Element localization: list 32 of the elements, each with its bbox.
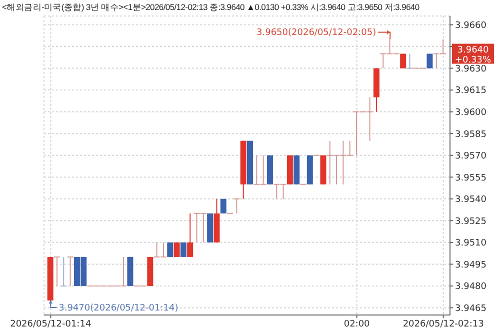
x-tick-label: 2026/05/12-01:14: [10, 319, 92, 330]
candlestick: [220, 198, 226, 214]
candlestick: [66, 256, 74, 286]
y-tick-label: 3.9630: [455, 64, 487, 74]
candlestick: [406, 53, 414, 69]
candlestick: [426, 53, 433, 69]
y-tick-label: 3.9600: [455, 108, 487, 118]
candlestick: [233, 198, 240, 214]
y-tick-label: 3.9510: [455, 238, 487, 249]
candlestick: [400, 53, 406, 69]
candlestick: [180, 242, 186, 258]
y-tick-label: 3.9585: [455, 130, 486, 140]
y-tick-label: 3.9465: [455, 304, 486, 314]
y-tick-label: 3.9495: [455, 260, 486, 270]
y-tick-label: 3.9540: [455, 195, 487, 206]
annotation: 3.9650(2026/05/12-02:05): [256, 28, 376, 38]
y-tick-label: 3.9570: [455, 152, 487, 162]
y-tick-label: 3.9660: [455, 20, 487, 31]
candlestick: [167, 242, 174, 258]
x-tick-label: 02:00: [344, 319, 370, 330]
candlestick: [53, 256, 60, 286]
candlestick: [60, 256, 68, 286]
y-tick-label: 3.9615: [455, 86, 486, 96]
y-tick-label: 3.9480: [455, 282, 487, 292]
y-tick-label: 3.9555: [455, 173, 486, 184]
x-tick-label: 2026/05/12-02:13: [402, 319, 484, 330]
annotation: 3.9640 +0.33%: [454, 46, 492, 66]
candlestick: [187, 212, 194, 258]
candlestick: [174, 242, 180, 258]
y-tick-label: 3.9525: [455, 216, 486, 227]
annotation: 3.9470(2026/05/12-01:14): [58, 303, 178, 314]
chart-title: <해외금리-미국(종합) 3년 매수><1분>2026/05/12-02:13 종:3.9640 ▲0.0130 +0.33% 시:3.9640 고:3.9650 저:3.9640: [2, 2, 420, 14]
